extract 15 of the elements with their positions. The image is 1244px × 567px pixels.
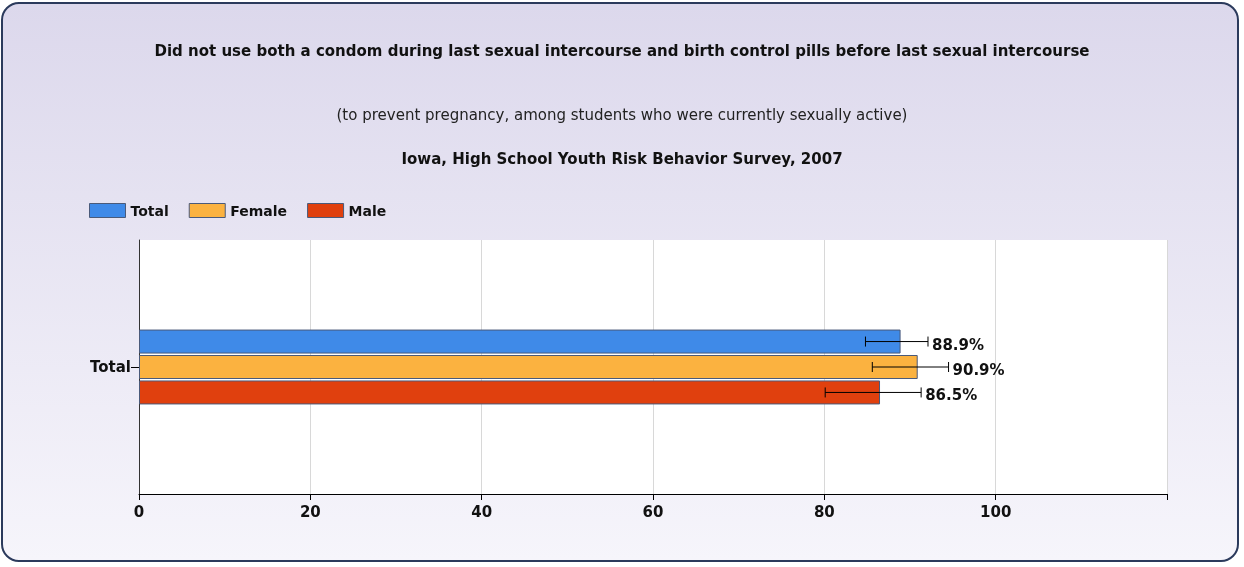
data-label: 90.9% [952, 361, 1005, 379]
legend-label: Male [348, 202, 387, 219]
legend-label: Total [130, 202, 169, 219]
x-tick-label: 80 [813, 502, 835, 521]
data-label: 88.9% [931, 335, 985, 354]
x-tick-label: 0 [133, 502, 145, 521]
x-tick-label: 40 [471, 502, 493, 521]
chart-title: Did not use both a condom during last sexual intercourse and birth control pills before last sexual intercourse [154, 42, 1090, 60]
legend-label: Female [230, 202, 288, 219]
x-tick-label: 60 [642, 502, 664, 521]
data-label: 86.5% [925, 386, 978, 405]
text: Iowa, High School Youth Risk Behavior Survey, 2007 [401, 149, 843, 168]
x-tick-label: 100 [980, 502, 1012, 521]
chart-subtitle: (to prevent pregnancy, among students who were currently sexually active) [336, 105, 908, 124]
x-tick-label: 20 [299, 502, 321, 521]
